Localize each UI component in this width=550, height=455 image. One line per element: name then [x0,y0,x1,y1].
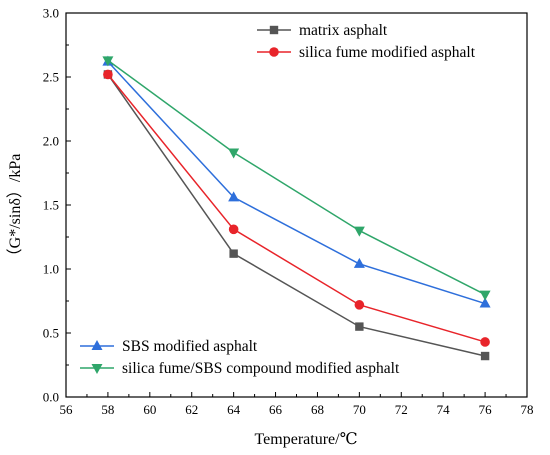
x-tick-label: 56 [60,402,74,417]
x-axis-title: Temperature/℃ [255,431,358,448]
series-layer [102,55,491,361]
data-point [228,148,240,159]
y-tick-label: 3.0 [43,6,59,21]
legend-item: matrix asphalt [257,22,388,39]
y-tick-label: 2.5 [43,70,59,85]
data-point [479,297,491,308]
x-tick-label: 76 [479,402,493,417]
legend-label: silica fume modified asphalt [299,44,476,61]
legend-marker [91,364,103,374]
data-point [229,249,238,258]
x-tick-label: 74 [437,402,451,417]
y-tick-label: 1.5 [43,198,59,213]
y-axis-title: （G*/sinδ）/kPa [6,154,24,265]
legend-item: SBS modified asphalt [80,338,258,355]
legend-marker [91,340,103,350]
data-point [353,226,365,237]
data-point [353,257,365,268]
x-tick-label: 70 [353,402,366,417]
x-axis: 56 58 60 62 64 66 68 70 72 74 76 78 [60,392,534,417]
y-tick-label: 1.0 [43,262,59,277]
data-point [228,224,239,235]
data-point [480,337,490,347]
legend-top: matrix asphalt silica fume modified aspha… [257,22,476,61]
data-point [354,300,365,310]
x-tick-label: 60 [143,402,156,417]
series-line [107,61,486,305]
y-tick-label: 0.5 [43,326,59,341]
legend-label: SBS modified asphalt [122,338,258,355]
x-tick-label: 66 [269,402,283,417]
series-0 [103,70,490,361]
data-point [103,69,113,80]
x-tick-label: 72 [395,402,408,417]
legend-bottom: SBS modified asphalt silica fume/SBS comp… [80,338,400,377]
data-point [355,322,364,331]
x-tick-label: 68 [311,402,324,417]
series-line [107,74,486,357]
series-line [107,73,486,343]
data-point [102,56,114,67]
data-point [479,290,491,301]
legend-label: silica fume/SBS compound modified asphal… [122,360,400,377]
y-axis: 0.0 0.5 1.0 1.5 2.0 2.5 3.0 [43,6,71,405]
y-tick-label: 0.0 [43,390,59,405]
x-tick-label: 78 [521,402,534,417]
data-point [228,191,240,202]
series-3 [102,56,491,301]
legend-marker [269,47,279,57]
x-tick-label: 58 [101,402,114,417]
series-line [107,59,486,296]
series-1 [103,69,490,347]
series-2 [102,55,491,308]
data-point [480,351,490,361]
legend-label: matrix asphalt [299,22,388,39]
y-tick-label: 2.0 [43,134,59,149]
legend-item: silica fume/SBS compound modified asphal… [80,360,400,377]
legend-item: silica fume modified asphalt [257,44,476,61]
legend-marker [269,25,279,35]
x-tick-label: 64 [227,402,241,417]
x-tick-label: 62 [185,402,198,417]
